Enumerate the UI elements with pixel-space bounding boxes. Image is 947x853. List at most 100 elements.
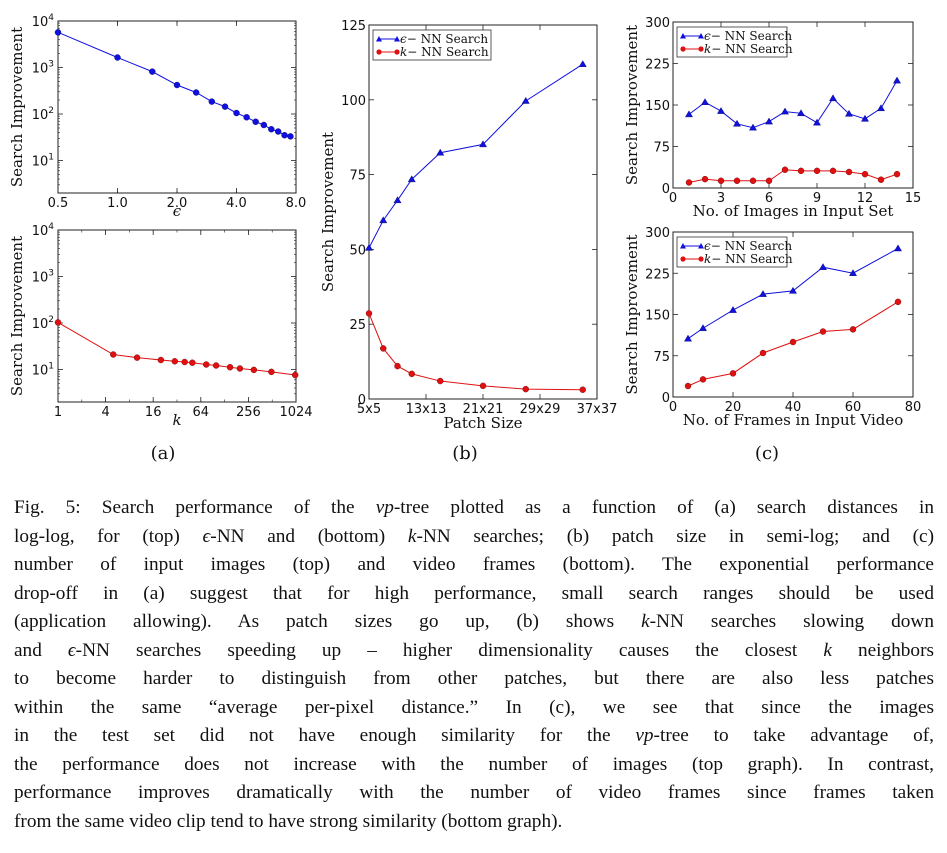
- data-point: [797, 109, 805, 117]
- data-point: [287, 133, 294, 140]
- plot-frame: [368, 24, 598, 400]
- data-point: [236, 365, 244, 372]
- data-point: [749, 123, 757, 131]
- x-tick-label: 4: [101, 405, 109, 420]
- data-point: [729, 370, 737, 377]
- data-point: [212, 362, 220, 369]
- legend-marker-circle-icon: [680, 46, 686, 52]
- data-point: [749, 177, 757, 185]
- caption-text: -tree plotted as a function of (a) searc…: [393, 497, 934, 518]
- data-point: [133, 354, 141, 361]
- y-tick-label: 0: [662, 391, 670, 406]
- x-axis-label: Patch Size: [443, 414, 522, 432]
- legend-marker-triangle-icon: [376, 36, 382, 42]
- series-line: [368, 63, 584, 249]
- data-point: [684, 382, 692, 390]
- caption-math: k: [407, 525, 417, 547]
- y-tick-label: 75: [653, 350, 670, 365]
- y-tick-label: 102: [32, 315, 54, 332]
- x-axis-label: k: [172, 411, 181, 429]
- x-tick-label: 21x21: [463, 402, 504, 417]
- caption-line: to become harder to distinguish from oth…: [14, 665, 934, 694]
- y-tick-label: 103: [32, 59, 54, 76]
- data-point: [436, 148, 445, 156]
- legend-marker-circle-icon: [698, 256, 704, 262]
- caption-line: and ϵ-NN searches speeding up – higher d…: [14, 637, 934, 666]
- y-axis-label: Search Improvement: [623, 234, 641, 394]
- y-tick-label: 0: [662, 182, 670, 197]
- data-point: [797, 167, 805, 175]
- x-tick-label: 0: [669, 191, 677, 206]
- legend-marker-circle-icon: [394, 49, 400, 55]
- data-point: [233, 109, 240, 117]
- y-tick-label: 103: [32, 268, 54, 285]
- x-tick-label: 16: [145, 405, 162, 420]
- data-point: [684, 334, 692, 342]
- x-tick-label: 8.0: [286, 196, 307, 211]
- data-point: [894, 298, 902, 306]
- chart-b: 0 25 50 75 100 125 5x5 13x13 21x21 29x29 37x37 Sear…: [319, 19, 617, 432]
- series-eps-nn: [685, 76, 901, 131]
- data-point: [203, 361, 210, 368]
- chart-c-top: 0 75 150 225 300 0 3 6 9 12 15 Search Improvement No…: [623, 16, 921, 220]
- caption-text: -NN searches; (b) patch size in semi-log…: [416, 525, 934, 547]
- data-point: [699, 376, 707, 383]
- data-point: [54, 29, 62, 36]
- caption-text: from the same video clip tend to have st…: [14, 810, 563, 832]
- y-tick-label: 125: [341, 19, 366, 34]
- series-k-nn: [54, 319, 299, 379]
- legend-box: [372, 29, 492, 61]
- caption-math: k: [641, 611, 650, 632]
- data-point: [685, 179, 693, 186]
- legend-marker-triangle-icon: [698, 33, 704, 39]
- caption-text: -NN searches slowing down: [649, 611, 934, 632]
- caption-math: vp: [635, 725, 654, 746]
- series-line: [57, 321, 296, 376]
- legend-marker-triangle-icon: [698, 243, 704, 249]
- legend-marker-triangle-icon: [680, 243, 686, 249]
- x-tick-label: 40: [785, 400, 802, 415]
- data-point: [380, 345, 387, 352]
- caption-math: vp: [375, 497, 394, 518]
- data-point: [781, 166, 789, 173]
- data-point: [268, 126, 275, 133]
- series-k-nn: [365, 310, 586, 393]
- data-point: [759, 290, 767, 297]
- data-point: [173, 81, 181, 89]
- data-point: [845, 168, 853, 176]
- data-point: [291, 371, 299, 379]
- legend-marker-circle-icon: [698, 46, 704, 52]
- caption-text: -NN and (bottom): [210, 525, 408, 547]
- data-point: [759, 349, 767, 357]
- data-point: [765, 117, 773, 125]
- data-point: [479, 140, 487, 148]
- legend-label: ϵ− NN Search: [704, 239, 792, 253]
- y-tick-label: 50: [349, 243, 366, 258]
- x-tick-label: 60: [845, 400, 862, 415]
- y-tick-label: 150: [645, 309, 670, 324]
- y-tick-label: 300: [645, 16, 670, 31]
- caption-text: -NN searches speeding up – higher dimens…: [75, 639, 824, 661]
- caption-text: neighbors: [831, 639, 934, 661]
- data-point: [181, 358, 188, 366]
- y-tick-label: 75: [349, 169, 366, 184]
- data-point: [789, 286, 797, 294]
- legend-label: k− NN Search: [400, 45, 489, 59]
- data-point: [861, 114, 869, 122]
- legend-label: ϵ− NN Search: [400, 32, 488, 46]
- data-point: [521, 97, 530, 104]
- data-point: [365, 310, 373, 317]
- y-tick-label: 101: [32, 152, 54, 169]
- panel-label-a: (a): [151, 443, 176, 464]
- y-tick-label: 150: [645, 99, 670, 114]
- x-tick-label: 1024: [279, 405, 312, 420]
- data-point: [893, 170, 901, 178]
- x-tick-label: 256: [236, 405, 261, 420]
- data-point: [729, 306, 737, 313]
- data-point: [110, 351, 117, 358]
- caption-text: to become harder to distinguish from oth…: [14, 668, 934, 689]
- caption-text: performance improves dramatically with t…: [14, 782, 934, 803]
- legend-marker-triangle-icon: [680, 33, 686, 39]
- data-point: [813, 118, 821, 126]
- x-axis-label: No. of Images in Input Set: [693, 202, 894, 220]
